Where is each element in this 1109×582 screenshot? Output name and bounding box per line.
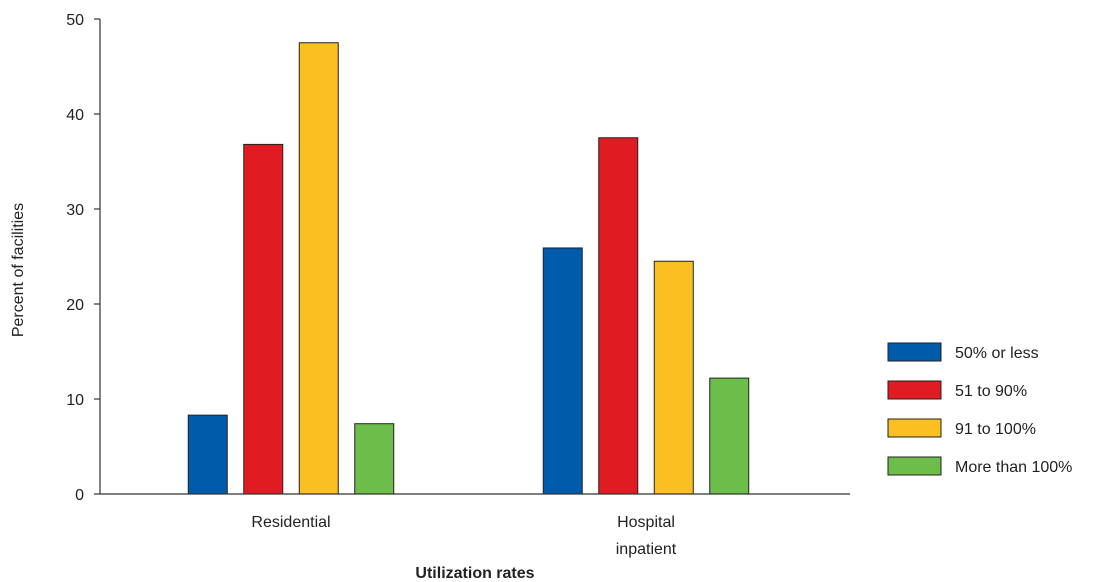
bar (354, 423, 395, 495)
legend-swatch (887, 380, 942, 400)
y-tick-label: 30 (66, 202, 84, 219)
legend-label: 50% or less (955, 345, 1039, 362)
legend-swatch (887, 342, 942, 362)
y-tick-label: 40 (66, 107, 84, 124)
axes-group (99, 19, 850, 495)
bar (243, 143, 284, 495)
x-tick-labels-group: Residential Hospital inpatient (251, 514, 676, 558)
x-tick-label: inpatient (616, 541, 677, 558)
legend-swatch (887, 418, 942, 438)
y-tick-label: 10 (66, 392, 84, 409)
bar (598, 137, 639, 495)
legend-label: More than 100% (955, 459, 1072, 476)
bar (653, 260, 694, 495)
bar (298, 42, 339, 495)
bar (187, 414, 228, 495)
legend: 50% or less 51 to 90% 91 to 100% More than … (887, 342, 1072, 476)
y-tick-label: 50 (66, 12, 84, 29)
x-tick-label: Residential (251, 514, 330, 531)
bar (542, 247, 583, 495)
bar (709, 377, 750, 495)
legend-label: 91 to 100% (955, 421, 1036, 438)
legend-swatch (887, 456, 942, 476)
y-tick-label: 20 (66, 297, 84, 314)
legend-label: 51 to 90% (955, 383, 1027, 400)
y-tick-label: 0 (75, 487, 84, 504)
y-ticks-group: 0 10 20 30 40 50 (66, 12, 100, 504)
x-axis-title: Utilization rates (415, 565, 534, 582)
x-tick-label: Hospital (617, 514, 675, 531)
y-axis-title: Percent of facilities (10, 203, 27, 337)
bars-group (187, 42, 750, 495)
